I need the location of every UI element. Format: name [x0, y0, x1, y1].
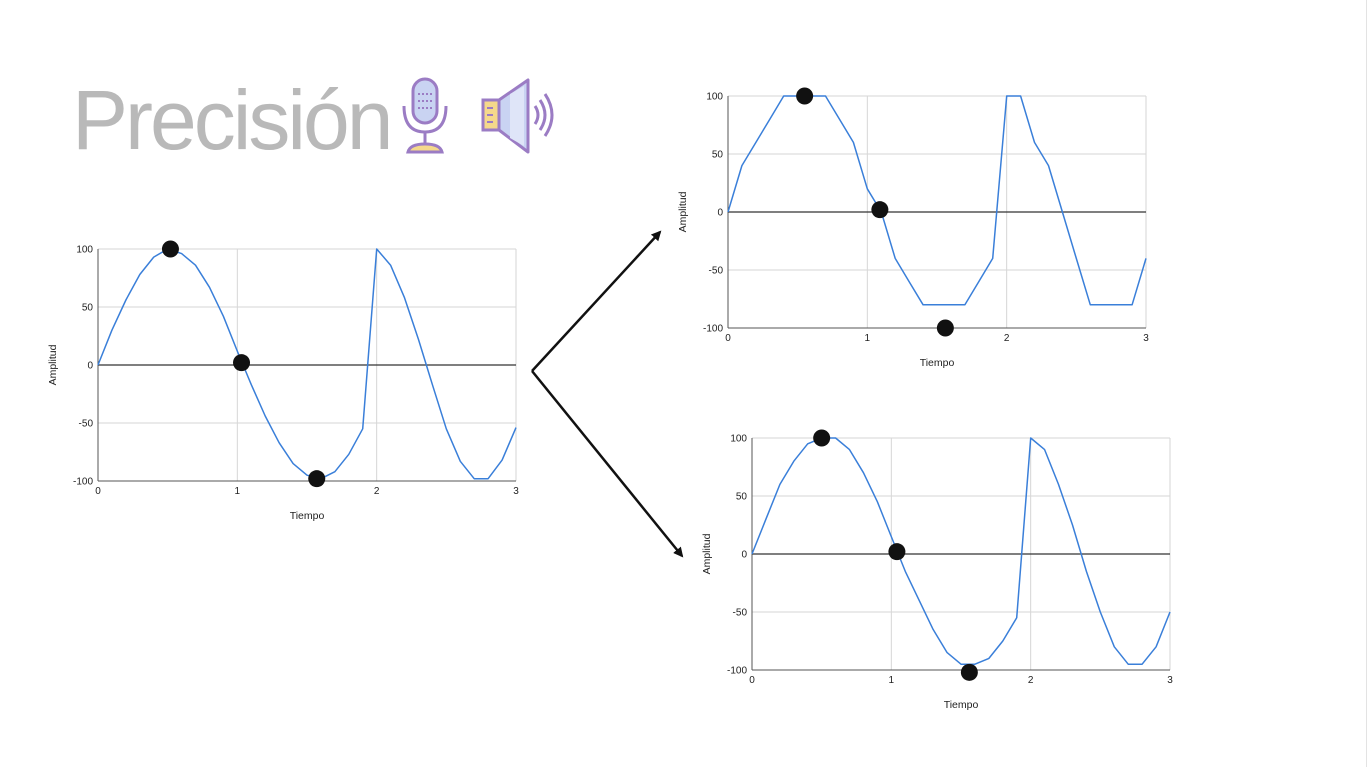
- sample-marker: [871, 201, 889, 219]
- y-tick-label: 100: [706, 92, 723, 103]
- y-tick-label: -100: [73, 477, 93, 488]
- x-tick-label: 0: [95, 486, 101, 497]
- sample-marker: [233, 354, 251, 372]
- y-tick-label: 100: [730, 434, 747, 445]
- x-tick-label: 1: [235, 486, 241, 497]
- sample-marker: [308, 470, 326, 488]
- x-axis-title: Tiempo: [290, 510, 325, 522]
- sample-marker: [888, 543, 906, 561]
- x-tick-label: 0: [749, 675, 755, 686]
- y-tick-label: 0: [741, 550, 747, 561]
- sample-marker: [960, 663, 978, 681]
- chart-original: 100 50 0 -50 -100 0 1 2 3 Tiempo Amplitud: [40, 235, 530, 535]
- x-tick-label: 1: [865, 333, 871, 344]
- sample-marker: [161, 240, 179, 258]
- x-tick-label: 3: [1143, 333, 1149, 344]
- speaker-icon: [480, 76, 560, 161]
- microphone-icon: [396, 76, 454, 161]
- y-axis-title: Amplitud: [701, 533, 713, 574]
- y-tick-label: -100: [703, 324, 723, 335]
- y-tick-label: 100: [76, 245, 93, 256]
- x-tick-label: 3: [1167, 675, 1173, 686]
- x-axis-title: Tiempo: [920, 357, 955, 369]
- y-tick-label: 50: [712, 150, 724, 161]
- sample-marker: [936, 319, 954, 337]
- y-tick-label: -50: [733, 608, 748, 619]
- x-axis-title: Tiempo: [944, 699, 979, 711]
- y-tick-label: 0: [87, 361, 93, 372]
- y-axis-title: Amplitud: [47, 344, 59, 385]
- x-tick-label: 3: [513, 486, 519, 497]
- y-tick-label: -100: [727, 666, 747, 677]
- arrow-up: [531, 230, 662, 372]
- y-axis-title: Amplitud: [677, 191, 689, 232]
- y-tick-label: -50: [79, 419, 94, 430]
- chart-low-precision: 100 50 0 -50 -100 0 1 2 3 Tiempo Amplitud: [670, 82, 1160, 382]
- x-tick-label: 2: [1028, 675, 1034, 686]
- x-tick-label: 2: [1004, 333, 1010, 344]
- y-tick-label: 50: [736, 492, 748, 503]
- arrow-down: [531, 370, 684, 558]
- x-tick-label: 0: [725, 333, 731, 344]
- chart-high-precision: 100 50 0 -50 -100 0 1 2 3 Tiempo Amplitud: [694, 424, 1184, 724]
- x-tick-label: 2: [374, 486, 380, 497]
- slide-edge: [1366, 0, 1367, 767]
- y-tick-label: -50: [709, 266, 724, 277]
- sample-marker: [796, 87, 814, 105]
- x-tick-label: 1: [889, 675, 895, 686]
- y-tick-label: 50: [82, 303, 94, 314]
- y-tick-label: 0: [717, 208, 723, 219]
- slide-title: Precisión: [72, 73, 393, 167]
- sample-marker: [813, 429, 831, 447]
